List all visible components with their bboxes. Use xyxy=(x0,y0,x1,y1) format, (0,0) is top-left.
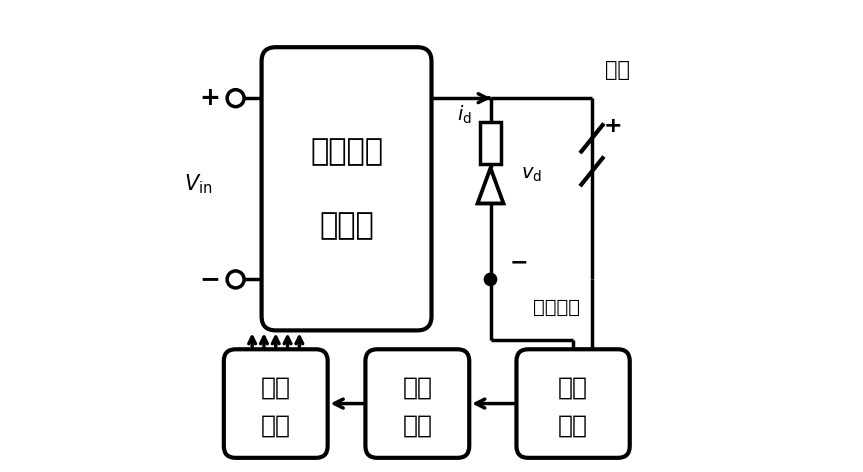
Text: 脉冲电源: 脉冲电源 xyxy=(310,137,383,167)
Circle shape xyxy=(484,273,496,286)
Circle shape xyxy=(227,90,244,107)
Text: 工件: 工件 xyxy=(606,60,631,80)
FancyBboxPatch shape xyxy=(224,349,328,458)
Text: 采样: 采样 xyxy=(558,375,588,399)
Bar xyxy=(480,122,501,164)
Text: −: − xyxy=(199,268,220,291)
Text: 主电路: 主电路 xyxy=(319,211,374,240)
Circle shape xyxy=(227,271,244,288)
Text: 电路: 电路 xyxy=(558,413,588,437)
FancyBboxPatch shape xyxy=(365,349,469,458)
Text: +: + xyxy=(199,86,220,110)
Text: $v_{\rm d}$: $v_{\rm d}$ xyxy=(521,165,542,184)
Text: 电路: 电路 xyxy=(402,413,432,437)
Text: $V_{\mathrm{in}}$: $V_{\mathrm{in}}$ xyxy=(184,172,212,196)
Text: 驱动: 驱动 xyxy=(261,375,291,399)
Text: 控制: 控制 xyxy=(402,375,432,399)
Polygon shape xyxy=(477,168,503,203)
FancyBboxPatch shape xyxy=(516,349,630,458)
Text: 电路: 电路 xyxy=(261,413,291,437)
Text: +: + xyxy=(604,117,622,136)
Text: −: − xyxy=(509,253,528,273)
Text: 工具电极: 工具电极 xyxy=(533,298,580,317)
Text: $i_{\rm d}$: $i_{\rm d}$ xyxy=(457,103,472,126)
FancyBboxPatch shape xyxy=(261,47,432,330)
